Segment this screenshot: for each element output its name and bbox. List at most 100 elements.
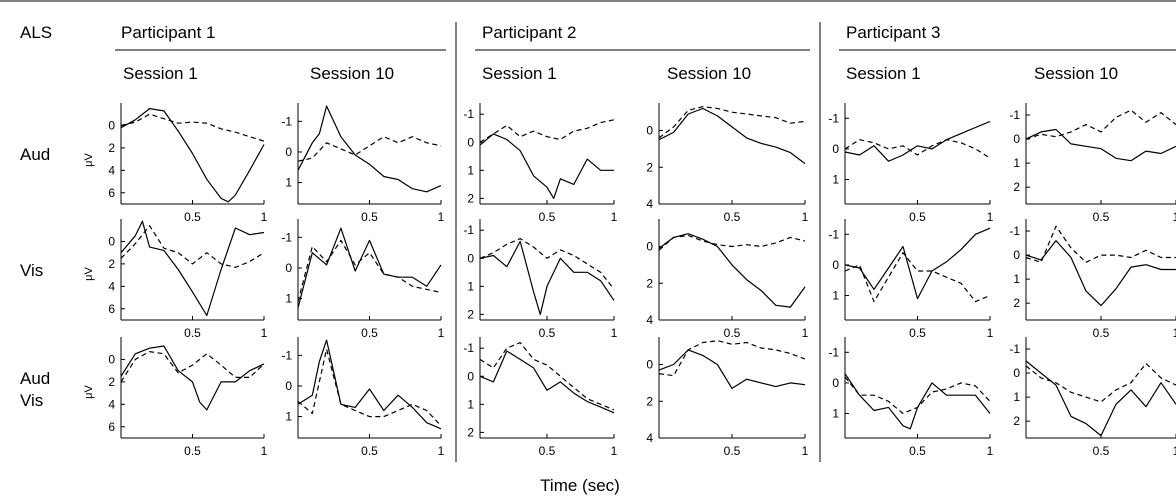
y-tick-label: 4 xyxy=(646,313,653,327)
x-tick-label: 1 xyxy=(1173,444,1176,458)
y-tick-label: 0 xyxy=(646,124,653,138)
session-header: Session 10 xyxy=(1034,64,1118,83)
y-tick-label: 1 xyxy=(285,410,292,424)
erp-panel: -1 0 1 0.5 1 xyxy=(281,337,445,458)
y-tick-label: 0 xyxy=(467,251,474,265)
dashed-trace xyxy=(1025,225,1176,263)
y-tick-label: -1 xyxy=(281,230,292,244)
x-tick-label: 0.5 xyxy=(539,444,556,458)
y-tick-label: 2 xyxy=(108,257,115,271)
x-tick-label: 1 xyxy=(802,210,809,224)
y-tick-label: 0 xyxy=(108,352,115,366)
y-tick-label: 0 xyxy=(1013,132,1020,146)
solid-trace xyxy=(1025,360,1176,437)
erp-panel: 0 2 4 0.5 1 xyxy=(646,337,809,458)
y-tick-label: 0 xyxy=(285,379,292,393)
y-tick-label: 2 xyxy=(1013,296,1020,310)
y-tick-label: -1 xyxy=(828,111,839,125)
solid-trace xyxy=(1025,128,1176,162)
y-tick-label: 1 xyxy=(467,279,474,293)
y-tick-label: -1 xyxy=(463,107,474,121)
y-tick-label: -1 xyxy=(463,223,474,237)
solid-trace xyxy=(844,373,991,430)
x-tick-label: 1 xyxy=(987,210,994,224)
solid-trace xyxy=(658,107,806,165)
dashed-trace xyxy=(844,252,991,303)
erp-panel: 0 2 4 6 0.5 1 xyxy=(108,103,268,224)
y-tick-label: 0 xyxy=(646,358,653,372)
x-tick-label: 0.5 xyxy=(1093,444,1110,458)
dashed-trace xyxy=(297,239,442,302)
y-tick-label: 4 xyxy=(108,279,115,293)
solid-trace xyxy=(1025,240,1176,307)
y-tick-label: -1 xyxy=(463,341,474,355)
session-header: Session 1 xyxy=(123,64,198,83)
y-tick-label: 0 xyxy=(832,142,839,156)
x-tick-label: 1 xyxy=(802,326,809,340)
erp-panel: -1 0 1 0.5 1 xyxy=(281,219,445,340)
solid-trace xyxy=(120,220,265,317)
x-tick-label: 0.5 xyxy=(539,326,556,340)
x-tick-label: 0.5 xyxy=(724,326,741,340)
x-tick-label: 0.5 xyxy=(361,210,378,224)
solid-trace xyxy=(658,349,806,389)
y-tick-label: 1 xyxy=(467,163,474,177)
session-header: Session 10 xyxy=(667,64,751,83)
dashed-trace xyxy=(844,139,991,159)
dashed-trace xyxy=(297,136,442,162)
erp-panel: -1 0 1 2 0.5 1 xyxy=(463,219,618,340)
y-tick-label: 6 xyxy=(108,302,115,316)
x-tick-label: 1 xyxy=(1173,326,1176,340)
y-tick-label: -1 xyxy=(828,227,839,241)
participant-3-header: Participant 3 xyxy=(846,23,941,42)
x-tick-label: 1 xyxy=(987,326,994,340)
y-tick-label: 2 xyxy=(1013,180,1020,194)
y-tick-label: 0 xyxy=(108,234,115,248)
dashed-trace xyxy=(1025,362,1176,403)
x-tick-label: 1 xyxy=(802,444,809,458)
y-tick-label: 2 xyxy=(467,425,474,439)
y-tick-label: 2 xyxy=(467,191,474,205)
y-tick-label: 0 xyxy=(832,376,839,390)
panels: 0 2 4 6 0.5 1 -1 0 1 0.5 1 -1 0 1 2 0.5 1 0 2 4 0.5 1 -1 0 1 0.5 1… xyxy=(108,103,1176,458)
erp-panel: -1 0 1 0.5 1 xyxy=(828,337,994,458)
dashed-trace xyxy=(120,351,265,383)
solid-trace xyxy=(844,120,991,162)
x-tick-label: 1 xyxy=(261,326,268,340)
y-tick-label: 0 xyxy=(285,145,292,159)
y-tick-label: 2 xyxy=(646,160,653,174)
x-tick-label: 1 xyxy=(438,210,445,224)
y-tick-label: -1 xyxy=(1009,342,1020,356)
y-tick-label: 0 xyxy=(1013,366,1020,380)
solid-trace xyxy=(297,339,442,430)
solid-trace xyxy=(120,108,265,203)
erp-panel: -1 0 1 0.5 1 xyxy=(828,219,994,340)
x-tick-label: 1 xyxy=(438,326,445,340)
erp-panel: 0 2 4 6 0.5 1 xyxy=(108,337,268,458)
x-axis-label: Time (sec) xyxy=(540,476,620,495)
dashed-trace xyxy=(658,106,806,139)
erp-panel: -1 0 1 2 0.5 1 xyxy=(463,103,618,224)
solid-trace xyxy=(658,233,806,308)
y-tick-label: 0 xyxy=(467,369,474,383)
y-tick-label: 2 xyxy=(467,307,474,321)
row-label-vis: Vis xyxy=(20,261,43,280)
erp-panel: -1 0 1 0.5 1 xyxy=(281,103,445,224)
x-tick-label: 1 xyxy=(611,210,618,224)
session-header: Session 1 xyxy=(846,64,921,83)
condition-label: ALS xyxy=(20,23,52,42)
x-tick-label: 0.5 xyxy=(184,444,201,458)
solid-trace xyxy=(479,240,615,315)
y-tick-label: 6 xyxy=(108,186,115,200)
erp-panel: -1 0 1 2 0.5 1 xyxy=(1009,219,1176,340)
erp-panel: -1 0 1 2 0.5 1 xyxy=(463,337,618,458)
dashed-trace xyxy=(658,340,806,377)
x-tick-label: 0.5 xyxy=(909,326,926,340)
x-tick-label: 1 xyxy=(1173,210,1176,224)
x-tick-label: 1 xyxy=(438,444,445,458)
solid-trace xyxy=(479,350,615,414)
x-tick-label: 0.5 xyxy=(361,326,378,340)
x-tick-label: 0.5 xyxy=(909,444,926,458)
x-tick-label: 0.5 xyxy=(361,444,378,458)
